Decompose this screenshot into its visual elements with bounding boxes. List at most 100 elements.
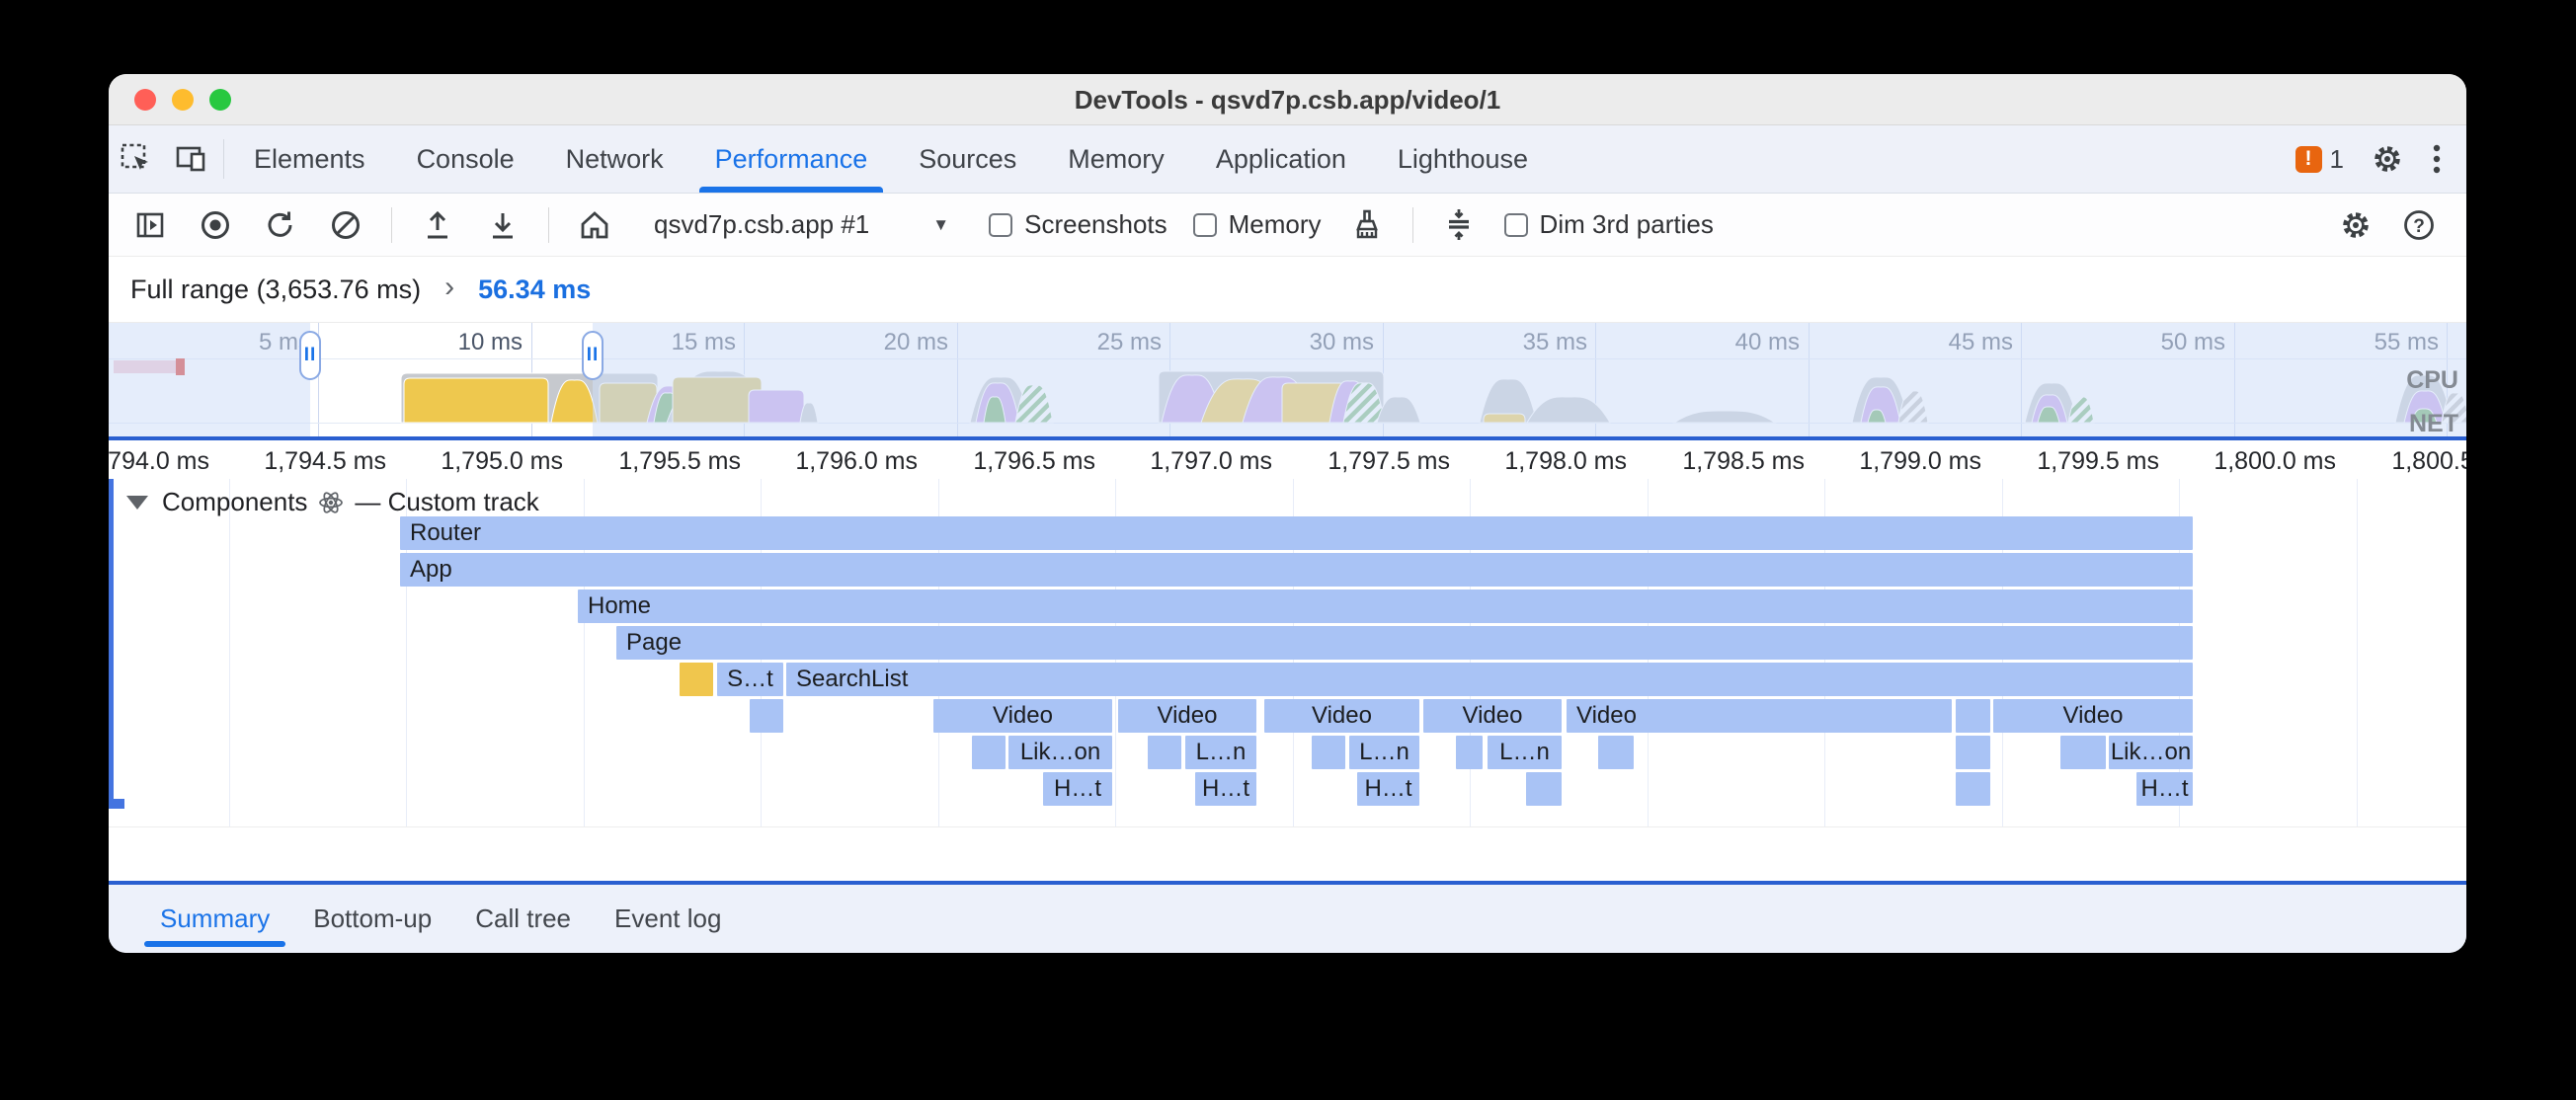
memory-checkbox[interactable]: Memory (1192, 209, 1322, 240)
flame-bar[interactable] (1598, 736, 1634, 769)
download-profile-button[interactable] (483, 203, 523, 247)
collect-garbage-button[interactable] (1347, 203, 1387, 247)
ruler-time-label: 1,796.5 ms (973, 447, 1095, 475)
close-button[interactable] (134, 89, 156, 111)
upload-profile-button[interactable] (418, 203, 457, 247)
record-button[interactable] (196, 203, 235, 247)
chevron-down-icon: ▼ (932, 214, 950, 234)
sidebar-toggle-icon (136, 212, 164, 237)
track-header[interactable]: Components — Custom track (126, 487, 539, 517)
flame-bar[interactable]: Page (616, 626, 2193, 660)
ruler-time-label: 1,797.5 ms (1328, 447, 1450, 475)
devtools-tab[interactable]: Console (416, 143, 515, 174)
flame-bar[interactable]: Video (933, 699, 1112, 733)
flame-bar[interactable] (750, 699, 783, 733)
devtools-tab[interactable]: Lighthouse (1397, 143, 1529, 174)
overview-dim-right (593, 323, 2466, 436)
reload-and-record-button[interactable] (261, 203, 300, 247)
capture-settings-button[interactable] (2338, 207, 2374, 243)
details-tab[interactable]: Bottom-up (313, 904, 433, 933)
flame-bar[interactable]: Router (400, 516, 2193, 550)
devtools-tab[interactable]: Sources (919, 143, 1017, 174)
flame-bar[interactable] (1956, 736, 1990, 769)
flame-bar[interactable]: Video (1118, 699, 1256, 733)
devtools-tab[interactable]: Memory (1068, 143, 1165, 174)
details-tab[interactable]: Summary (138, 885, 291, 953)
inspect-element-button[interactable] (109, 125, 164, 193)
range-handle[interactable]: II (299, 331, 321, 380)
devtools-tab[interactable]: Network (565, 143, 664, 174)
flame-bar[interactable] (1956, 772, 1990, 806)
selected-range-crumb[interactable]: 56.34 ms (478, 274, 592, 304)
flame-bar[interactable] (1312, 736, 1345, 769)
flame-bar[interactable]: Lik…on (1008, 736, 1112, 769)
flame-bar[interactable]: Video (1423, 699, 1562, 733)
ruler-time-label: 1,799.5 ms (2037, 447, 2159, 475)
flame-bar[interactable]: L…n (1349, 736, 1419, 769)
device-toolbar-button[interactable] (164, 125, 219, 193)
home-button[interactable] (575, 203, 614, 247)
flame-bar[interactable] (1526, 772, 1562, 806)
flame-bar[interactable]: L…n (1488, 736, 1562, 769)
details-tab[interactable]: Event log (614, 904, 722, 933)
issues-count: 1 (2329, 143, 2344, 174)
minimize-button[interactable] (172, 89, 194, 111)
devtools-tab[interactable]: Performance (689, 125, 894, 193)
devtools-tabs: Elements Console Network Performance Sources… (228, 125, 1554, 193)
ruler-time-label: 1,795.5 ms (618, 447, 741, 475)
flame-bar[interactable] (2060, 736, 2106, 769)
reload-icon (268, 211, 292, 237)
overview-dim-left (109, 323, 310, 436)
zoom-button[interactable] (209, 89, 231, 111)
title-bar: DevTools - qsvd7p.csb.app/video/1 (109, 74, 2466, 125)
details-tab[interactable]: Call tree (475, 904, 572, 933)
flame-bar[interactable]: App (400, 553, 2193, 587)
ruler-time-label: 1,800.0 ms (2214, 447, 2336, 475)
shortcuts-dialog-button[interactable] (1439, 203, 1479, 247)
details-divider[interactable] (109, 881, 2466, 885)
flame-bar[interactable]: H…t (1357, 772, 1419, 806)
ruler-time-label: 1,794.0 ms (109, 447, 209, 475)
devtools-tab[interactable]: Elements (254, 143, 365, 174)
flame-bar[interactable]: Home (578, 589, 2193, 623)
flame-bar[interactable] (680, 663, 713, 696)
checkbox-icon (1192, 212, 1217, 237)
flame-bar[interactable] (972, 736, 1006, 769)
settings-button[interactable] (2370, 141, 2405, 177)
flame-bar[interactable]: L…n (1185, 736, 1256, 769)
upload-icon (428, 210, 447, 238)
inspect-icon (121, 143, 148, 170)
flame-bar[interactable]: Lik…on (2109, 736, 2193, 769)
issues-counter[interactable]: ! 1 (2294, 143, 2344, 175)
flame-chart[interactable]: Components — Custom track Router App Home P… (109, 479, 2466, 881)
flame-bar[interactable]: Video (1567, 699, 1952, 733)
dim-3rd-parties-checkbox[interactable]: Dim 3rd parties (1503, 209, 1714, 240)
flame-bar[interactable] (1456, 736, 1483, 769)
range-handle[interactable]: II (582, 331, 604, 380)
flame-bar[interactable]: S…t (717, 663, 783, 696)
flame-bar[interactable]: H…t (2136, 772, 2193, 806)
toggle-sidebar-button[interactable] (130, 203, 170, 247)
flame-bar[interactable] (1956, 699, 1990, 733)
page-selector-dropdown[interactable]: qsvd7p.csb.app #1 ▼ (640, 209, 963, 240)
overview-divider[interactable] (109, 436, 2466, 440)
flame-bar[interactable]: H…t (1195, 772, 1256, 806)
block-icon (332, 210, 360, 239)
devtools-window: DevTools - qsvd7p.csb.app/video/1 Elemen… (109, 74, 2466, 953)
flame-bar[interactable] (1148, 736, 1181, 769)
flame-bar[interactable]: Video (1264, 699, 1419, 733)
devtools-tab-bar: Elements Console Network Performance Sources… (109, 125, 2466, 194)
device-toolbar-icon (176, 146, 205, 172)
devtools-tab[interactable]: Application (1215, 143, 1346, 174)
flame-bar[interactable]: H…t (1043, 772, 1112, 806)
help-button[interactable]: ? (2401, 207, 2437, 243)
ruler-time-label: 1,797.0 ms (1150, 447, 1272, 475)
more-options-button[interactable] (2431, 142, 2443, 176)
flame-bar[interactable]: Video (1993, 699, 2193, 733)
screenshots-checkbox[interactable]: Screenshots (989, 209, 1167, 240)
clear-recording-button[interactable] (326, 203, 365, 247)
flame-bar[interactable]: SearchList (786, 663, 2193, 696)
collapse-icon (1448, 208, 1469, 240)
full-range-crumb[interactable]: Full range (3,653.76 ms) (130, 274, 422, 304)
